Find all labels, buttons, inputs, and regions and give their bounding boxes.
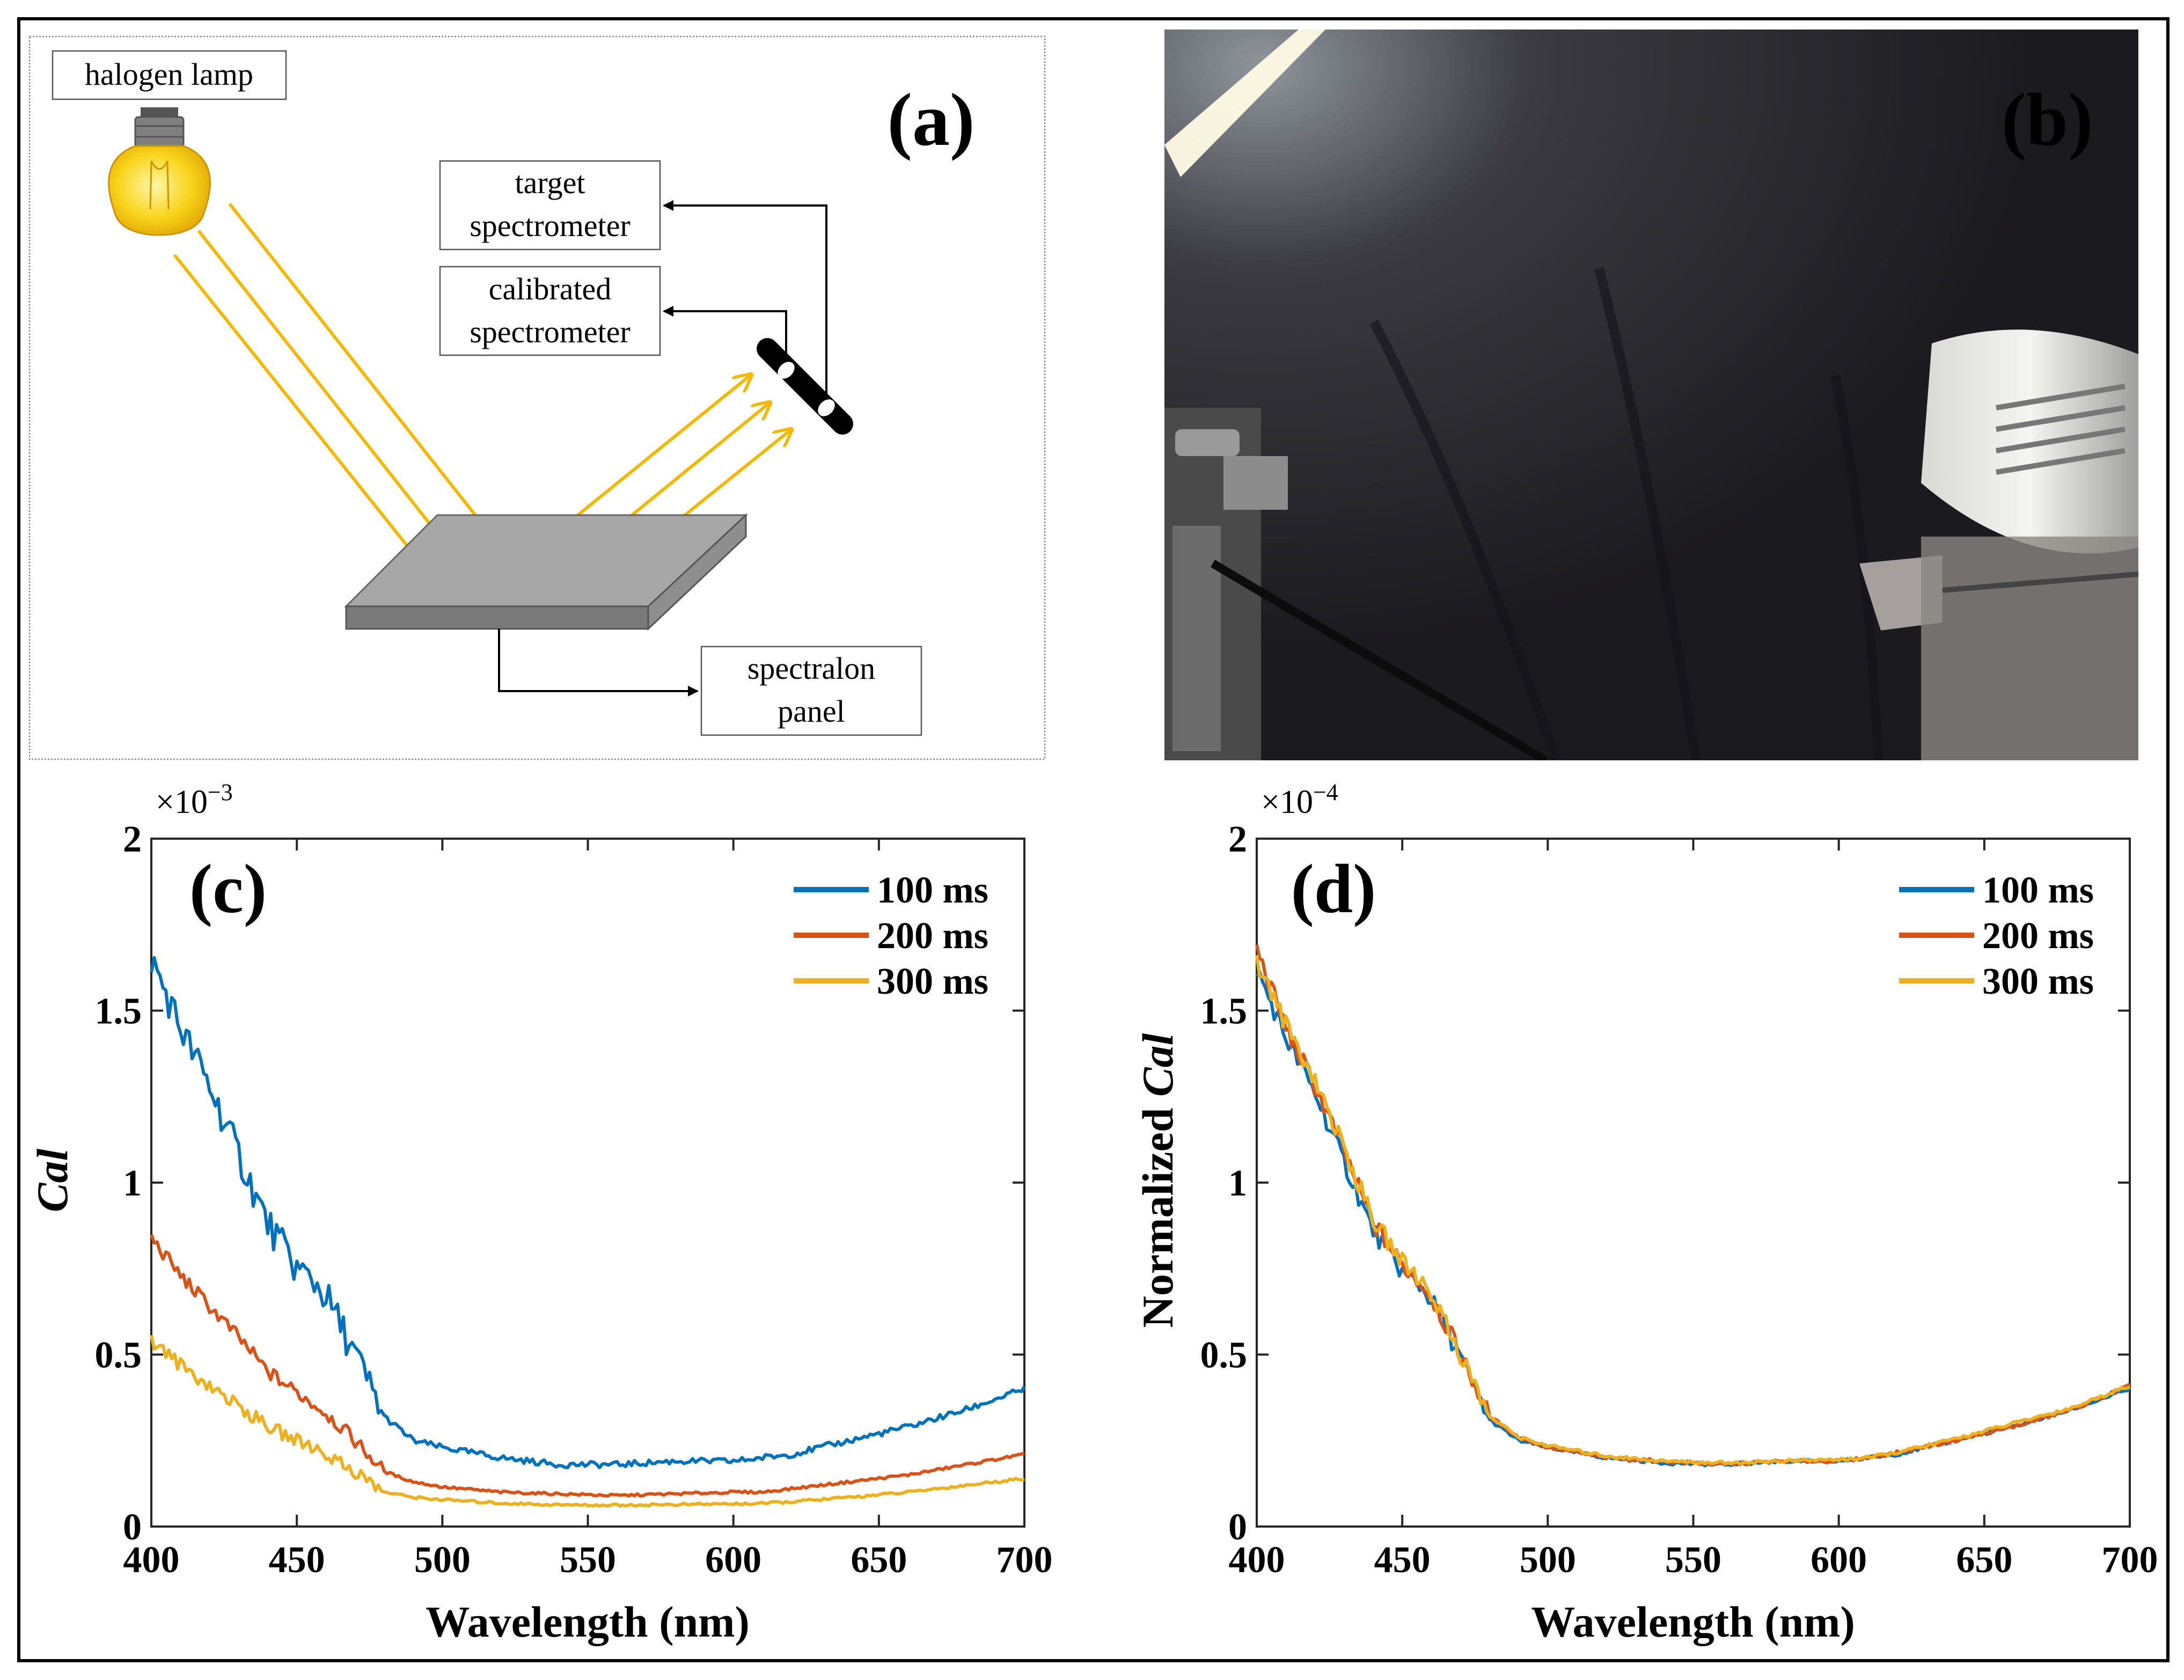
target-spectrometer-label-line2: spectrometer	[470, 208, 631, 243]
probe-holder-icon	[757, 338, 853, 435]
panel-connector-arrow	[498, 629, 699, 696]
panel-d-x-tick-label: 600	[1811, 1539, 1867, 1581]
panel-d-y-tick-label: 2	[1228, 819, 1247, 860]
panel-c-y-tick-label: 0	[123, 1507, 142, 1548]
panel-c-y-tick-label: 0.5	[95, 1335, 142, 1376]
panel-c-x-tick-label: 700	[996, 1539, 1053, 1581]
panel-a-label: (a)	[887, 78, 974, 162]
panel-d-multiplier: ×10−4	[1261, 779, 1338, 820]
panel-d-series-line-3	[1255, 955, 2131, 1466]
spectralon-panel-label-line2: panel	[778, 694, 845, 729]
panel-d-x-axis-label: Wavelength (nm)	[1531, 1597, 1855, 1646]
target-connector-arrow	[663, 200, 827, 400]
panel-d-exponent: −4	[1313, 779, 1338, 805]
panel-c-x-axis-label: Wavelength (nm)	[426, 1597, 750, 1646]
lightbulb-icon	[108, 107, 211, 236]
calibrated-connector-arrow	[663, 306, 787, 358]
panel-d-legend-label-3: 300 ms	[1982, 961, 2094, 1002]
spectralon-panel-box	[700, 645, 922, 736]
panel-c-legend-label-2: 200 ms	[877, 915, 988, 957]
panel-c-x-tick-label: 400	[123, 1539, 180, 1581]
panel-c-y-tick-label: 1.5	[95, 991, 142, 1032]
panel-d-x-tick-label: 450	[1374, 1539, 1431, 1581]
panel-d-x-tick-label: 400	[1229, 1539, 1285, 1581]
panel-d-legend-label-1: 100 ms	[1982, 870, 2094, 911]
panel-d-legend-label-2: 200 ms	[1982, 915, 2094, 957]
panel-c-series-line-2	[150, 1234, 1025, 1498]
panel-c-x-tick-label: 450	[269, 1539, 325, 1581]
panel-d-y-tick-label: 0.5	[1200, 1335, 1248, 1376]
panel-c-x-tick-label: 600	[705, 1539, 761, 1581]
panel-d-x-tick-label: 650	[1956, 1539, 2012, 1581]
panel-a-schematic: (a) halogen lamp	[28, 35, 1046, 760]
panel-c-legend-label-1: 100 ms	[877, 870, 988, 911]
curtain-folds	[1369, 267, 1883, 760]
panel-c-x-tick-label: 550	[560, 1539, 616, 1581]
panel-c-chart: ×10−3 (c) Wavelength (nm) Cal 400 450 500 5…	[28, 779, 1053, 1646]
target-spectrometer-box	[439, 160, 661, 251]
panel-d-x-tick-label: 700	[2102, 1539, 2158, 1581]
panel-c-series-line-1	[150, 956, 1026, 1470]
panel-d-x-tick-label: 500	[1520, 1539, 1576, 1581]
panel-c-series-line-3	[150, 1334, 1025, 1508]
panel-d-chart: ×10−4 (d) Wavelength (nm) Normalized Cal…	[1133, 779, 2158, 1646]
calibrated-spectrometer-label-line2: spectrometer	[470, 314, 631, 349]
panel-d-panel-label: (d)	[1291, 850, 1376, 928]
spectralon-panel-label-line1: spectralon	[747, 651, 875, 686]
panel-d-y-tick-label: 0	[1228, 1507, 1247, 1548]
lamp-glare	[1164, 30, 1325, 177]
panel-d-y-tick-label: 1.5	[1200, 991, 1248, 1032]
panel-c-exponent: −3	[208, 779, 233, 805]
lamp-label-box	[52, 50, 287, 100]
panel-c-multiplier: ×10−3	[156, 779, 233, 820]
panel-c-legend-label-3: 300 ms	[877, 961, 988, 1002]
spectralon-panel-shape	[344, 513, 748, 631]
panel-d-x-tick-label: 550	[1665, 1539, 1721, 1581]
incident-rays	[173, 203, 496, 577]
panel-c-x-tick-label: 650	[851, 1539, 907, 1581]
panel-d-y-tick-label: 1	[1228, 1163, 1247, 1204]
right-spectrometer-head	[1859, 329, 2138, 760]
panel-c-y-axis-label: Cal	[28, 1149, 77, 1213]
panel-c-panel-label: (c)	[189, 850, 267, 928]
panel-b-photo: (b)	[1164, 30, 2138, 760]
target-spectrometer-label-line1: target	[515, 165, 585, 200]
panel-c-y-tick-label: 1	[123, 1163, 142, 1204]
lamp-label: halogen lamp	[85, 57, 253, 92]
left-tripod-apparatus	[1164, 408, 1548, 760]
panel-c-y-tick-label: 2	[123, 819, 142, 860]
calibrated-spectrometer-label-line1: calibrated	[489, 272, 612, 306]
calibrated-spectrometer-box	[439, 266, 661, 356]
panel-d-y-axis-label: Normalized Cal	[1133, 1033, 1182, 1327]
panel-b-label: (b)	[2001, 78, 2093, 162]
panel-c-x-tick-label: 500	[414, 1539, 471, 1581]
